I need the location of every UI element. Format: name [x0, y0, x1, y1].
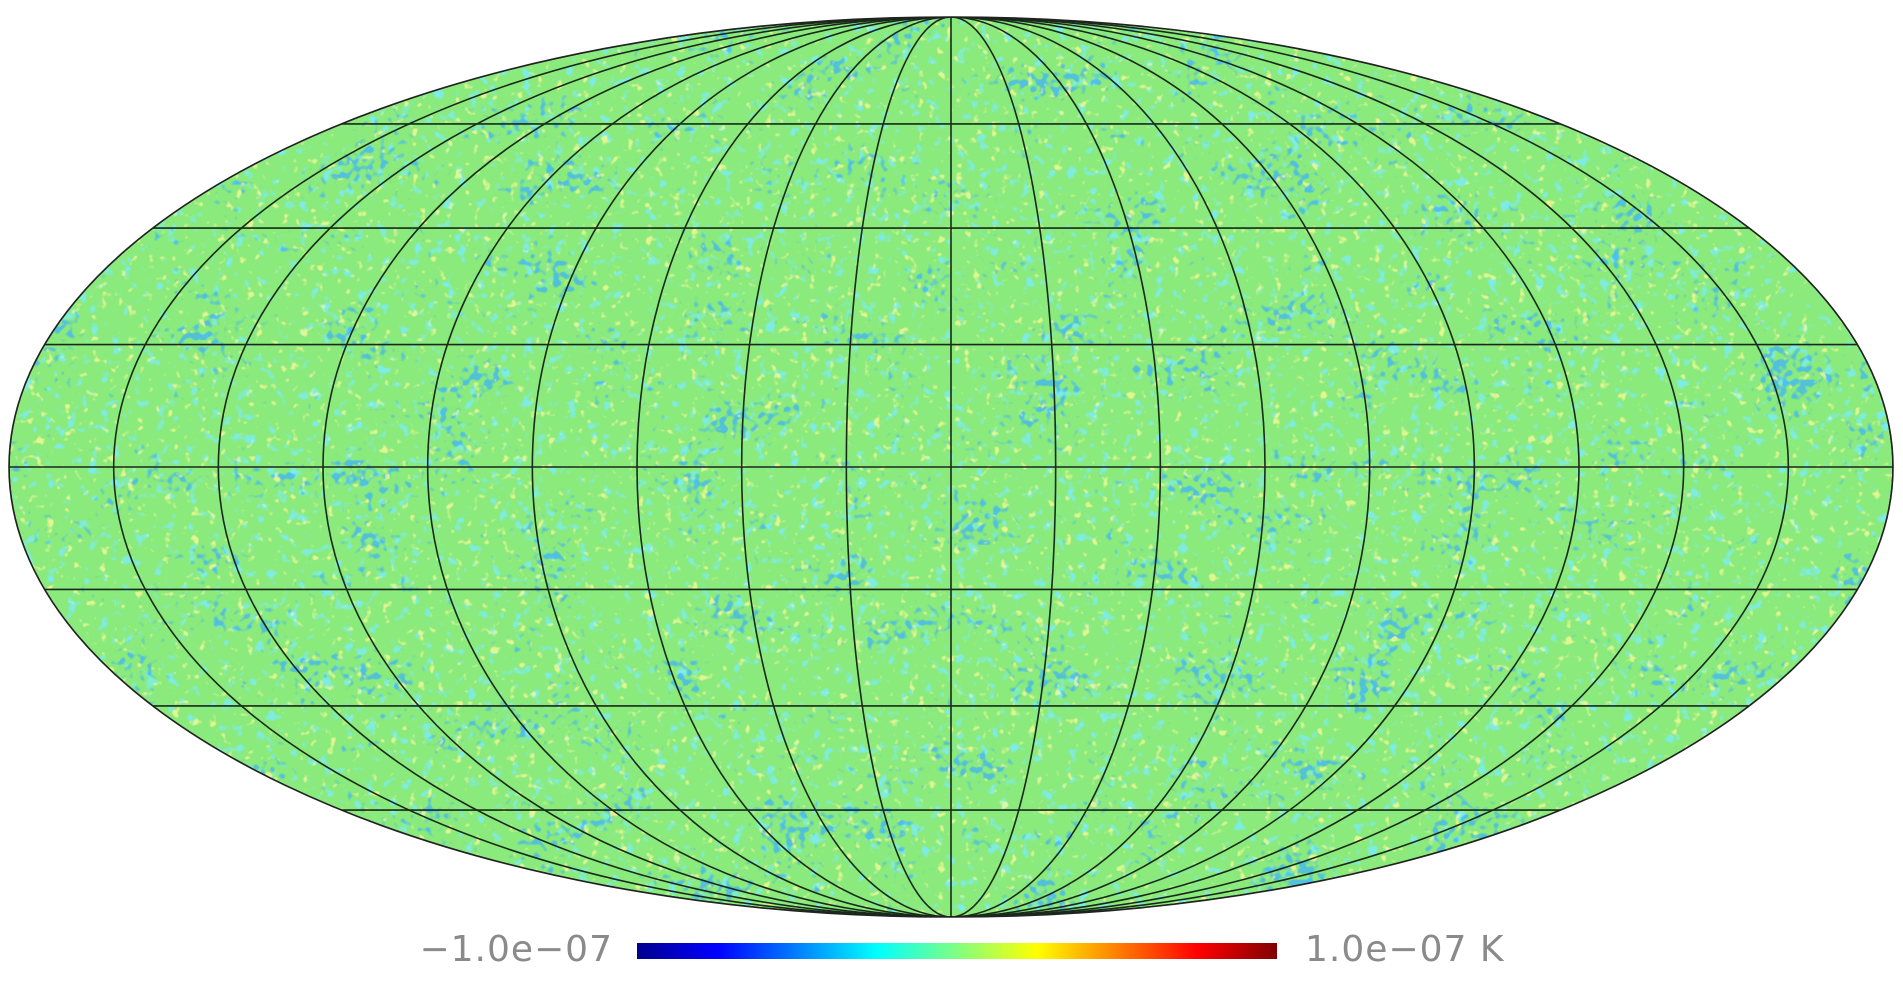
colorbar [637, 943, 1277, 959]
colorbar-min-label: −1.0e−07 [419, 929, 613, 970]
page: {"colorbar": {"min_label": "−1.0e−07", "… [0, 0, 1903, 989]
colorbar-max-label: 1.0e−07 K [1305, 929, 1505, 970]
sky-map: −1.0e−07 1.0e−07 K [0, 0, 1903, 989]
